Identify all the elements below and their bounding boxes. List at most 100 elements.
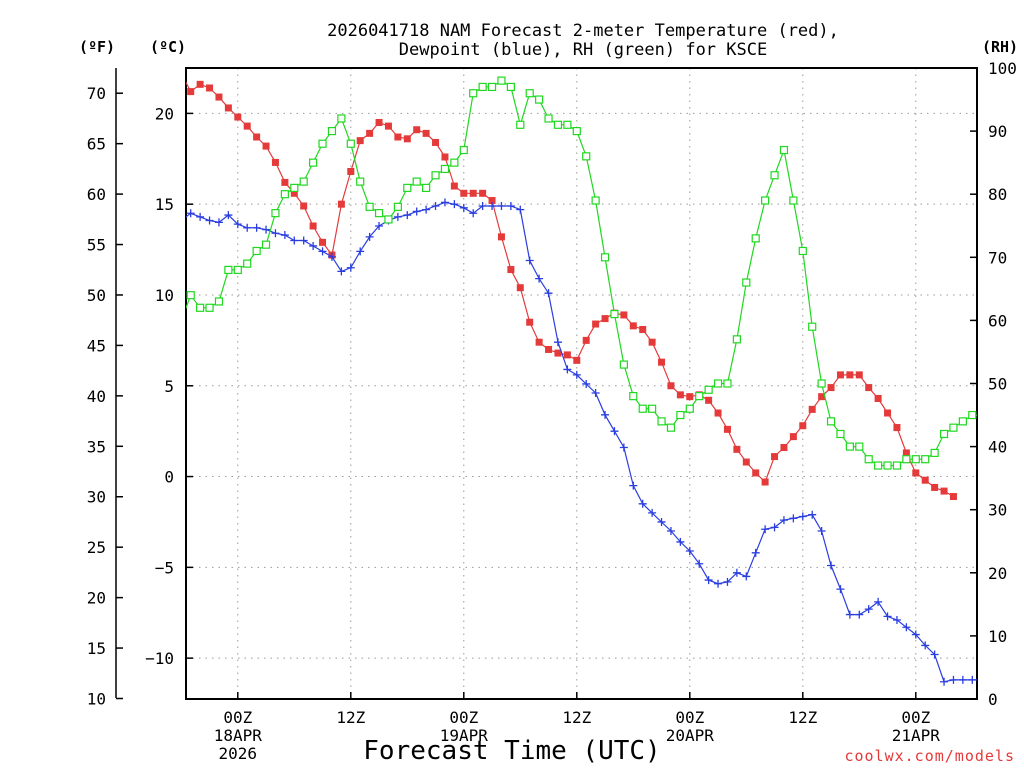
rh-point (516, 120, 525, 129)
temperature-point (884, 409, 892, 417)
temperature-point (808, 405, 816, 413)
rh-point (836, 429, 845, 439)
x-tick-label: 00Z (901, 708, 930, 727)
dewpoint-point (761, 525, 770, 534)
rh-point (553, 120, 563, 129)
dewpoint-point (412, 207, 421, 216)
rh-point (186, 291, 195, 300)
rh-point (713, 379, 723, 388)
temperature-point (949, 493, 957, 501)
rh-point (497, 76, 506, 85)
temperature-point (620, 311, 628, 319)
dewpoint-point (252, 223, 261, 232)
dewpoint-point (497, 202, 506, 211)
rh-point (619, 360, 628, 369)
temperature-point (789, 433, 797, 441)
rh-point (657, 417, 666, 426)
temperature-point (648, 338, 656, 346)
temperature-point (262, 142, 270, 150)
rh-point (742, 278, 751, 287)
dewpoint-point (544, 289, 553, 298)
rh-point (337, 114, 346, 123)
temperature-point (234, 113, 242, 121)
rh-line (186, 79, 977, 467)
dewpoint-point (356, 247, 365, 256)
dewpoint-point (535, 274, 544, 283)
rh-point (685, 404, 694, 413)
rh-point (600, 253, 610, 262)
dewpoint-point (817, 527, 826, 536)
chart-title: 2026041718 NAM Forecast 2-meter Temperat… (327, 21, 839, 41)
rh-point (309, 158, 318, 167)
rh-tick-label: 70 (988, 248, 1007, 267)
rh-point (695, 392, 704, 401)
temperature-point (441, 153, 449, 161)
temperature-point (337, 200, 345, 208)
temperature-point (667, 382, 675, 390)
rh-point (243, 259, 252, 268)
rh-point (487, 82, 497, 92)
rh-point (318, 139, 327, 148)
dewpoint-point (619, 443, 628, 452)
rh-unit-label: (RH) (982, 38, 1018, 56)
dewpoint-point (506, 202, 515, 211)
rh-point (280, 190, 289, 199)
dewpoint-point (459, 203, 468, 212)
dewpoint-point (469, 209, 478, 218)
temperature-point (658, 358, 666, 366)
temperature-point (469, 189, 477, 197)
fahrenheit-tick-label: 50 (87, 286, 106, 305)
rh-point (544, 114, 553, 123)
temperature-point (592, 320, 600, 328)
rh-point (374, 209, 384, 218)
temperature-point (629, 322, 637, 330)
rh-point (817, 379, 826, 388)
x-tick-label: 12Z (788, 708, 817, 727)
temperature-point (545, 345, 553, 353)
dewpoint-point (516, 205, 525, 214)
rh-point (883, 461, 892, 470)
rh-point (440, 164, 450, 174)
temperature-point (422, 129, 430, 137)
rh-point (911, 455, 920, 464)
temperature-point (243, 122, 251, 130)
fahrenheit-tick-label: 20 (87, 589, 106, 608)
temperature-point (752, 469, 760, 477)
temperature-point (432, 138, 440, 146)
rh-point (422, 183, 431, 192)
dewpoint-point (751, 548, 760, 557)
celsius-tick-label: 20 (155, 104, 174, 123)
temperature-point (479, 189, 487, 197)
temperature-point (761, 478, 769, 486)
dewpoint-point (930, 650, 939, 659)
dewpoint-point (648, 508, 657, 517)
rh-point (978, 412, 985, 419)
temperature-point (723, 425, 731, 433)
fahrenheit-tick-label: 55 (87, 236, 106, 255)
temperature-point (178, 70, 185, 77)
temperature-point (403, 135, 411, 143)
rh-point (949, 423, 958, 432)
temperature-point (705, 396, 713, 404)
rh-tick-label: 90 (988, 122, 1007, 141)
rh-point (572, 126, 581, 136)
temperature-point (855, 371, 863, 379)
temperature-point (347, 168, 355, 176)
rh-point (648, 404, 657, 413)
rh-point (874, 461, 883, 470)
chart-subtitle: Dewpoint (blue), RH (green) for KSCE (399, 40, 767, 60)
rh-point (365, 202, 374, 211)
dewpoint-point (864, 605, 873, 614)
temperature-point (582, 336, 590, 344)
rh-point (469, 89, 478, 98)
temperature-point (676, 391, 684, 399)
dewpoint-point (290, 236, 299, 245)
temperature-point (865, 384, 873, 392)
dewpoint-point (949, 675, 958, 684)
rh-tick-label: 30 (988, 501, 1007, 520)
rh-point (431, 171, 440, 180)
rh-tick-label: 50 (988, 375, 1007, 394)
dewpoint-point (488, 202, 497, 211)
rh-point (384, 215, 393, 224)
temperature-point (846, 371, 854, 379)
